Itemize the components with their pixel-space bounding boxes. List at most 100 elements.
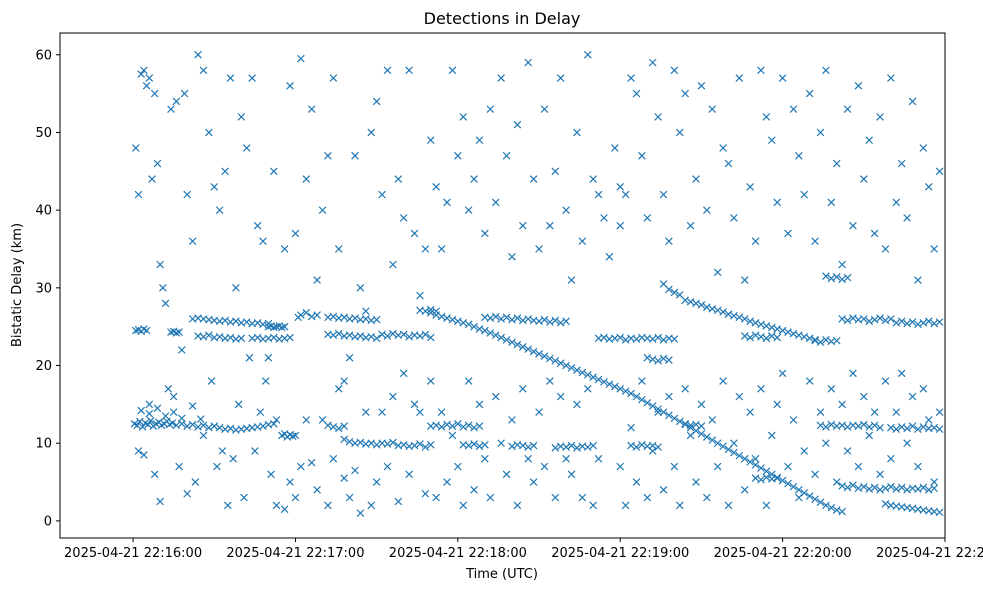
data-point	[518, 441, 527, 450]
data-point	[207, 377, 216, 385]
data-point	[546, 354, 554, 363]
data-point	[259, 237, 267, 246]
chart-title: Detections in Delay	[424, 9, 581, 28]
data-point	[573, 444, 581, 452]
data-point	[843, 483, 852, 492]
data-point	[816, 408, 825, 416]
data-point	[240, 493, 248, 502]
data-point	[659, 336, 668, 344]
data-point	[134, 447, 143, 455]
data-point	[454, 317, 462, 326]
data-point	[865, 485, 874, 493]
data-point	[930, 245, 938, 253]
data-point	[757, 320, 765, 329]
data-point	[491, 312, 500, 321]
data-point	[378, 408, 386, 416]
data-point	[169, 392, 178, 401]
data-point	[573, 128, 581, 137]
data-point	[930, 423, 938, 432]
data-point	[437, 408, 446, 416]
data-point	[784, 328, 792, 336]
data-point	[935, 508, 944, 517]
data-point	[762, 113, 771, 121]
data-point	[334, 424, 343, 433]
data-point	[914, 425, 922, 434]
data-point	[897, 423, 906, 431]
data-point	[464, 421, 473, 430]
data-point	[546, 318, 554, 326]
data-point	[232, 317, 240, 326]
data-point	[307, 458, 316, 467]
data-point	[849, 369, 857, 378]
data-point	[481, 229, 489, 238]
data-point	[784, 479, 792, 488]
data-point	[616, 221, 625, 230]
data-point	[751, 331, 760, 340]
data-point	[567, 441, 576, 450]
data-point	[194, 423, 202, 431]
data-point	[795, 151, 803, 160]
data-point	[870, 421, 879, 430]
data-point	[172, 97, 181, 106]
data-point	[908, 422, 917, 430]
data-point	[261, 377, 270, 385]
data-point	[643, 353, 652, 362]
x-axis-ticks: 2025-04-21 22:16:00 2025-04-21 22:17:00 20…	[64, 538, 983, 561]
data-point	[432, 183, 441, 191]
data-point	[562, 317, 570, 326]
data-point	[675, 501, 684, 510]
data-point	[746, 458, 754, 466]
data-point	[221, 167, 229, 176]
data-point	[778, 74, 787, 82]
data-point	[405, 470, 413, 479]
data-point	[362, 408, 370, 416]
data-point	[383, 440, 392, 448]
data-point	[535, 245, 543, 253]
data-point	[399, 440, 408, 449]
data-point	[843, 316, 852, 325]
data-point	[286, 82, 294, 90]
data-point	[795, 486, 803, 494]
data-point	[421, 307, 430, 315]
data-point	[464, 377, 473, 385]
data-point	[665, 411, 673, 420]
data-point	[681, 419, 690, 428]
data-point	[659, 190, 668, 199]
data-point	[621, 387, 630, 395]
data-point	[394, 175, 403, 183]
data-point	[751, 454, 760, 463]
data-point	[870, 408, 879, 416]
data-point	[600, 214, 608, 222]
data-point	[616, 385, 625, 393]
data-point	[621, 501, 630, 510]
data-point	[291, 431, 300, 440]
data-point	[697, 422, 706, 430]
data-point	[502, 336, 511, 344]
data-point	[426, 333, 435, 342]
data-point	[924, 416, 933, 424]
data-point	[175, 328, 183, 336]
data-point	[237, 113, 246, 121]
data-point	[665, 285, 673, 294]
data-point	[583, 385, 592, 393]
data-point	[345, 331, 354, 340]
data-point	[421, 443, 430, 451]
data-point	[594, 454, 603, 463]
data-point	[140, 451, 148, 459]
x-tick-label: 2025-04-21 22:21:00	[876, 546, 983, 561]
data-point	[210, 183, 219, 191]
data-point	[832, 273, 841, 281]
data-point	[383, 462, 392, 471]
data-point	[540, 315, 549, 324]
data-point	[914, 320, 922, 329]
data-point	[849, 221, 857, 230]
data-point	[426, 136, 435, 145]
data-point	[448, 315, 457, 324]
data-point	[600, 333, 608, 342]
data-point	[627, 74, 635, 82]
y-tick-label: 40	[35, 204, 52, 219]
data-point	[822, 272, 830, 281]
data-point	[437, 312, 446, 321]
data-point	[865, 136, 874, 145]
data-point	[638, 395, 646, 404]
